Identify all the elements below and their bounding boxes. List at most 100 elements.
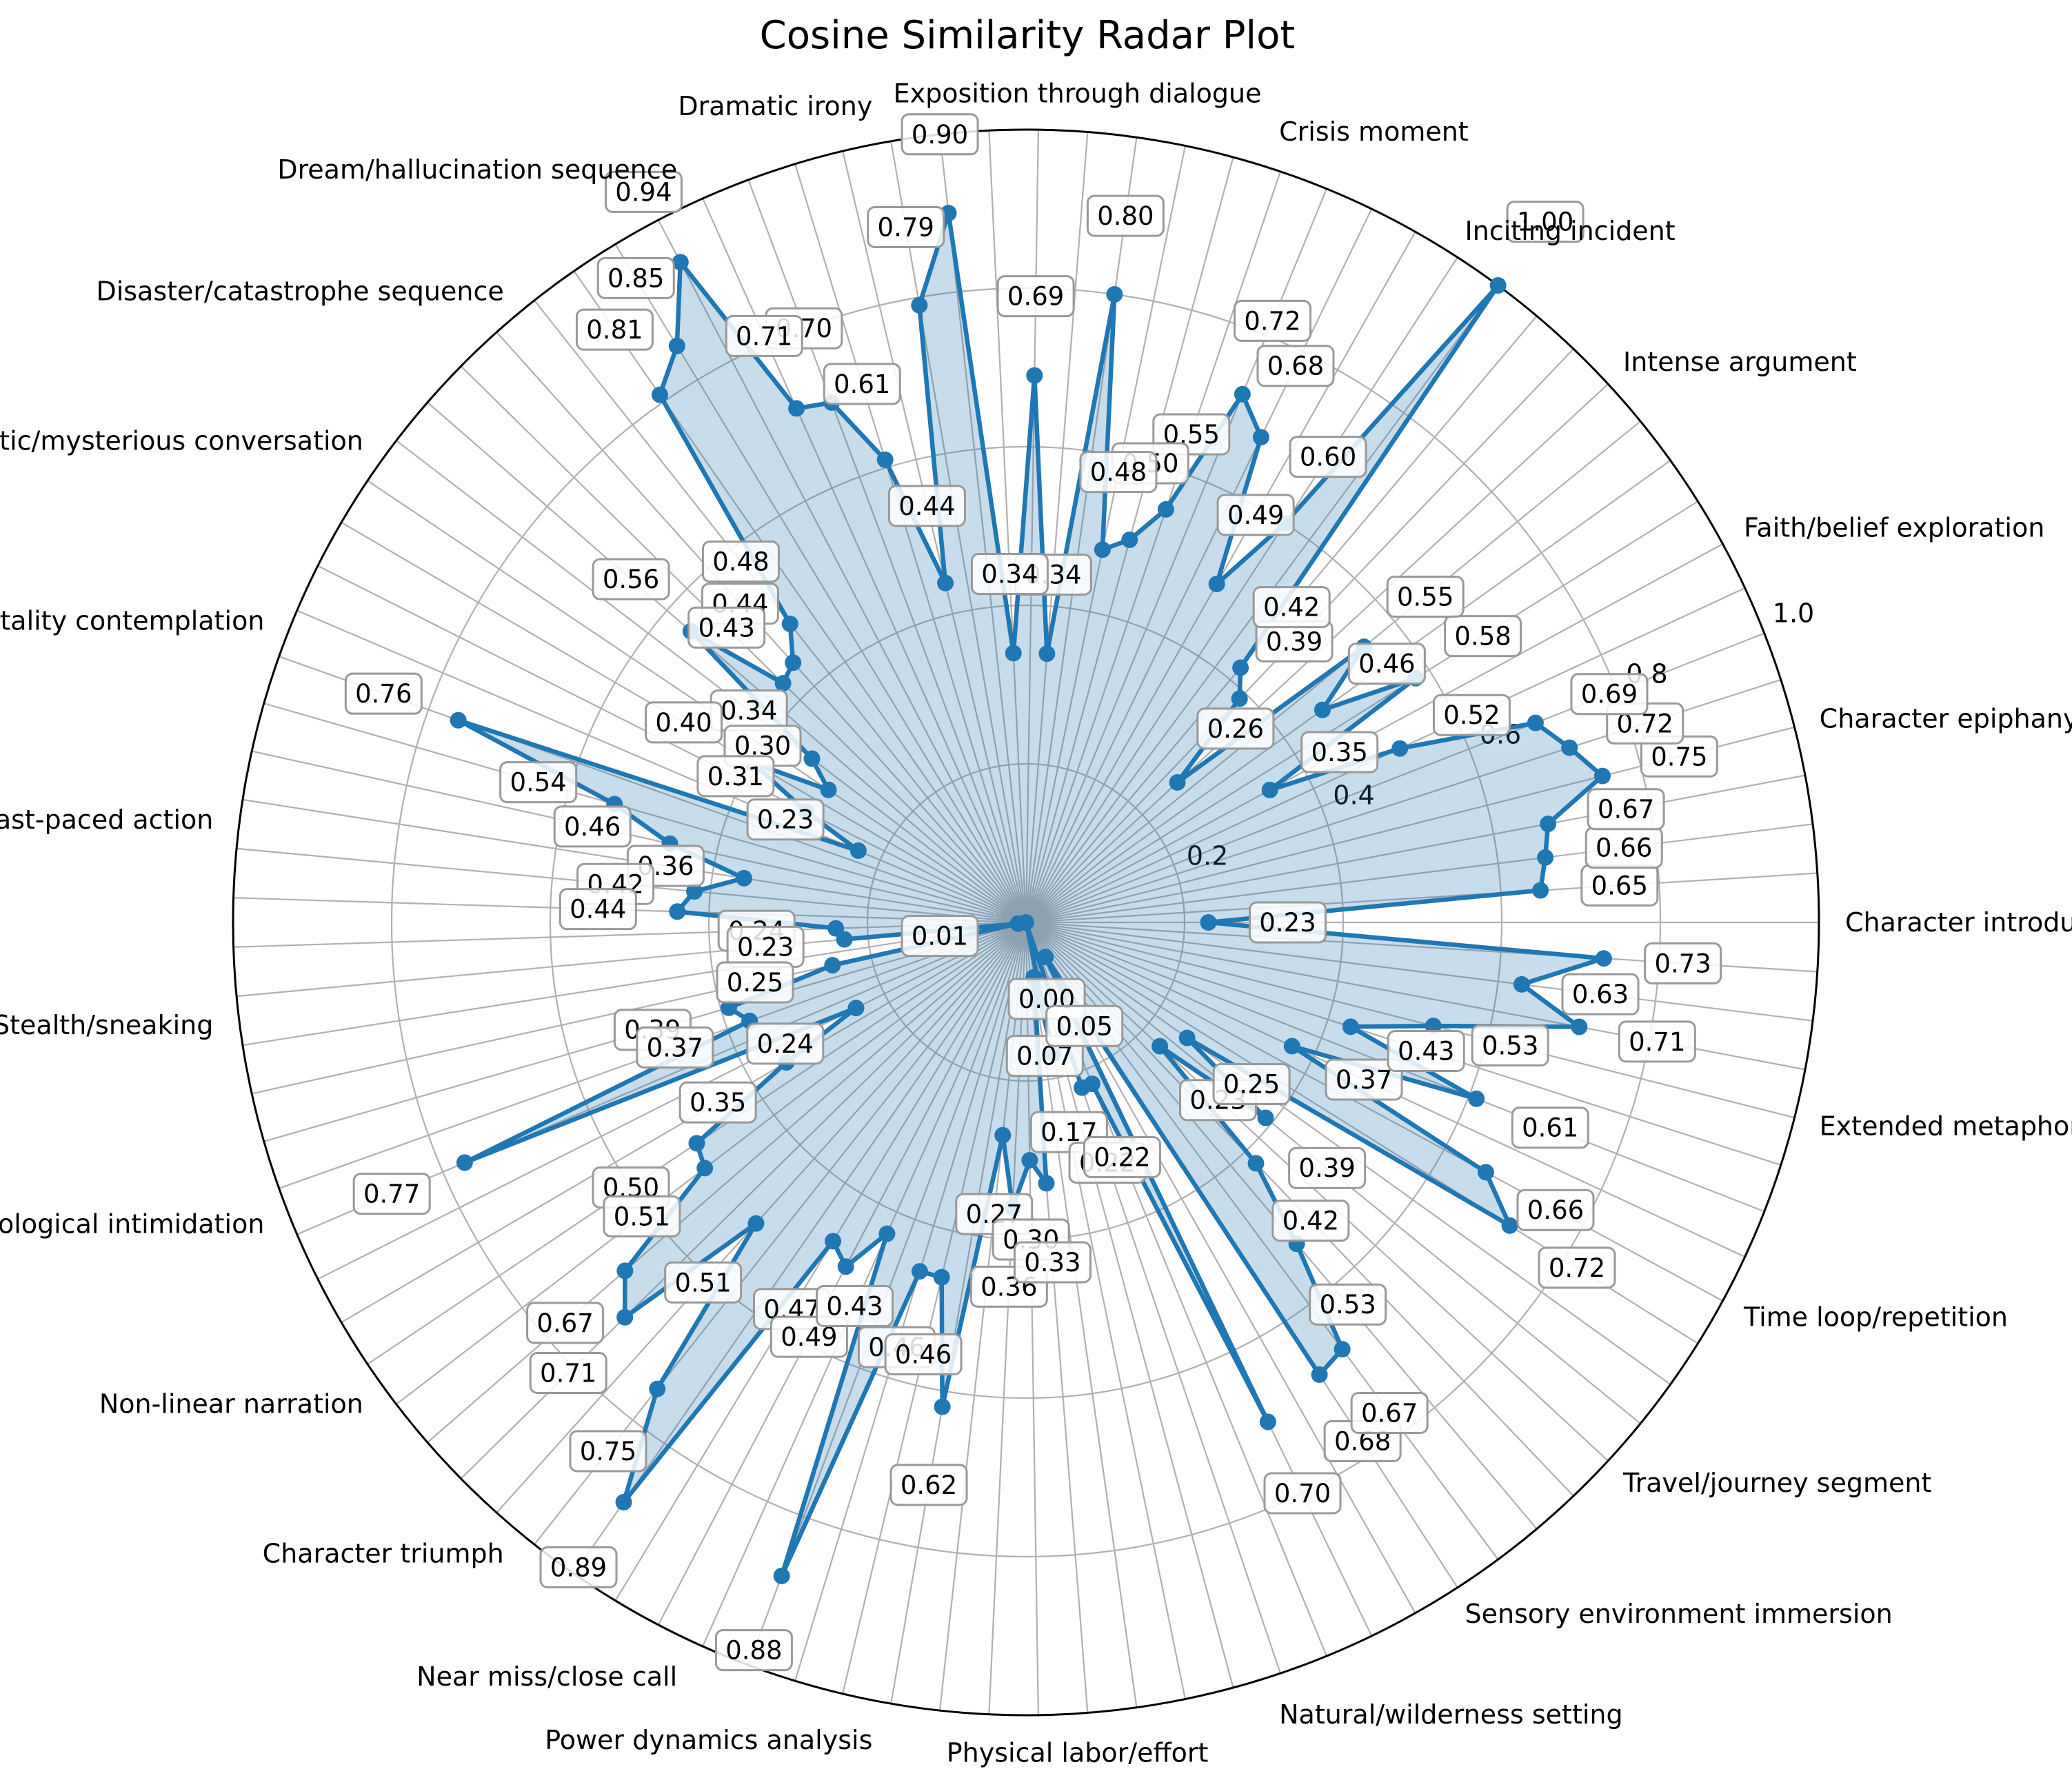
data-point <box>934 1398 951 1415</box>
category-label: Psychological intimidation <box>0 1209 264 1239</box>
value-label-text: 0.23 <box>1259 908 1316 938</box>
data-point <box>450 711 467 729</box>
value-label-text: 0.72 <box>1244 306 1300 336</box>
angular-gridline <box>657 219 1027 923</box>
data-point <box>1561 739 1578 756</box>
value-label-text: 0.44 <box>570 895 626 924</box>
value-label-box <box>1233 299 1311 342</box>
radial-tick-label: 0.4 <box>1333 780 1374 811</box>
angular-gridline <box>317 922 1027 1280</box>
data-point <box>824 957 841 974</box>
value-label: 0.88 <box>714 1629 793 1672</box>
value-label: 0.22 <box>1083 1136 1162 1179</box>
value-label-text: 1.00 <box>1517 208 1573 237</box>
value-label: 0.37 <box>1325 1058 1403 1101</box>
category-label: Faith/belief exploration <box>1744 513 2044 543</box>
data-point <box>1571 1018 1588 1035</box>
value-label-box <box>559 888 637 931</box>
data-point <box>911 296 928 314</box>
value-label: 0.49 <box>1216 494 1295 536</box>
value-label-box <box>1045 1004 1124 1047</box>
value-label: 0.81 <box>575 308 654 351</box>
angular-gridline <box>702 922 1027 1647</box>
value-label-box <box>678 1081 757 1124</box>
value-label: 0.34 <box>970 553 1049 596</box>
value-label-text: 0.23 <box>737 932 794 962</box>
value-label-text: 0.73 <box>1654 949 1711 978</box>
value-label-text: 0.61 <box>1522 1113 1578 1143</box>
category-label: Intense argument <box>1623 347 1857 377</box>
data-point <box>652 386 669 403</box>
value-label-box <box>1516 1189 1595 1231</box>
value-label: 0.42 <box>1271 1200 1350 1242</box>
data-point <box>825 1233 842 1250</box>
value-label-text: 0.34 <box>981 560 1038 589</box>
angular-gridline <box>890 922 1027 1704</box>
value-label-text: 0.39 <box>1266 627 1322 656</box>
value-label-text: 0.55 <box>1397 582 1454 612</box>
value-label: 0.48 <box>1079 451 1158 494</box>
value-label-text: 0.76 <box>355 679 412 709</box>
angular-gridline <box>427 922 1027 1444</box>
category-label: Near miss/close call <box>416 1661 677 1692</box>
data-point <box>847 1000 865 1017</box>
value-label-text: 0.54 <box>510 768 566 798</box>
data-point <box>1232 659 1249 676</box>
value-label-box <box>592 558 670 600</box>
value-label-box <box>901 915 979 958</box>
data-point <box>686 882 703 900</box>
value-label: 0.75 <box>569 1430 647 1473</box>
angular-gridline <box>251 750 1027 924</box>
data-point <box>1038 645 1056 663</box>
value-label-text: 0.48 <box>1090 458 1147 487</box>
value-label: 0.39 <box>1288 1146 1367 1189</box>
value-label-text: 0.43 <box>1398 1037 1454 1067</box>
value-label-box <box>636 1026 714 1069</box>
value-label: 1.00 <box>1506 201 1585 243</box>
value-label-text: 0.33 <box>1024 1248 1080 1277</box>
angular-gridline <box>263 703 1027 924</box>
category-label: Natural/wilderness setting <box>1279 1699 1623 1730</box>
data-point <box>649 1380 666 1397</box>
data-point <box>1026 367 1043 384</box>
category-labels: Character introduction Character epiphany… <box>0 78 2072 1768</box>
value-label-box <box>716 961 794 1004</box>
data-point <box>1391 740 1409 757</box>
value-label: 0.40 <box>645 701 723 744</box>
data-point <box>1252 429 1269 446</box>
value-label-box <box>889 1464 968 1506</box>
category-label: Travel/journey segment <box>1622 1468 1931 1498</box>
data-point <box>1342 1018 1359 1035</box>
value-label-text: 0.49 <box>1227 501 1284 530</box>
value-label: 0.33 <box>1013 1241 1092 1284</box>
value-label-text: 0.85 <box>607 263 664 293</box>
data-point <box>820 781 837 798</box>
data-point <box>1151 1038 1169 1055</box>
data-point <box>615 1493 632 1510</box>
value-label: 0.39 <box>1255 620 1334 663</box>
value-label-box <box>1289 436 1367 478</box>
data-point <box>456 1154 473 1171</box>
value-label: 0.23 <box>726 925 805 968</box>
data-point <box>849 842 867 859</box>
value-label-box <box>499 761 578 804</box>
value-label-box <box>1325 1058 1403 1101</box>
value-label: 0.77 <box>352 1173 431 1215</box>
value-label-box <box>1587 788 1665 831</box>
value-label: 0.53 <box>1309 1283 1387 1326</box>
value-label-text: 0.25 <box>727 968 783 998</box>
data-point <box>773 1567 790 1584</box>
value-label: 0.49 <box>770 1315 848 1358</box>
angular-gridline <box>1025 501 1698 923</box>
angular-gridline <box>573 922 1027 1575</box>
value-label-text: 0.67 <box>1598 795 1654 825</box>
data-point <box>788 400 805 417</box>
value-label-text: 0.60 <box>1300 443 1356 472</box>
category-label: Inciting incident <box>1465 216 1676 246</box>
value-label-box <box>645 701 723 744</box>
data-point <box>1314 701 1331 718</box>
value-label-box <box>1471 1024 1549 1067</box>
data-point <box>1037 949 1054 966</box>
value-label: 0.46 <box>553 805 632 848</box>
value-label: 0.54 <box>499 761 578 804</box>
